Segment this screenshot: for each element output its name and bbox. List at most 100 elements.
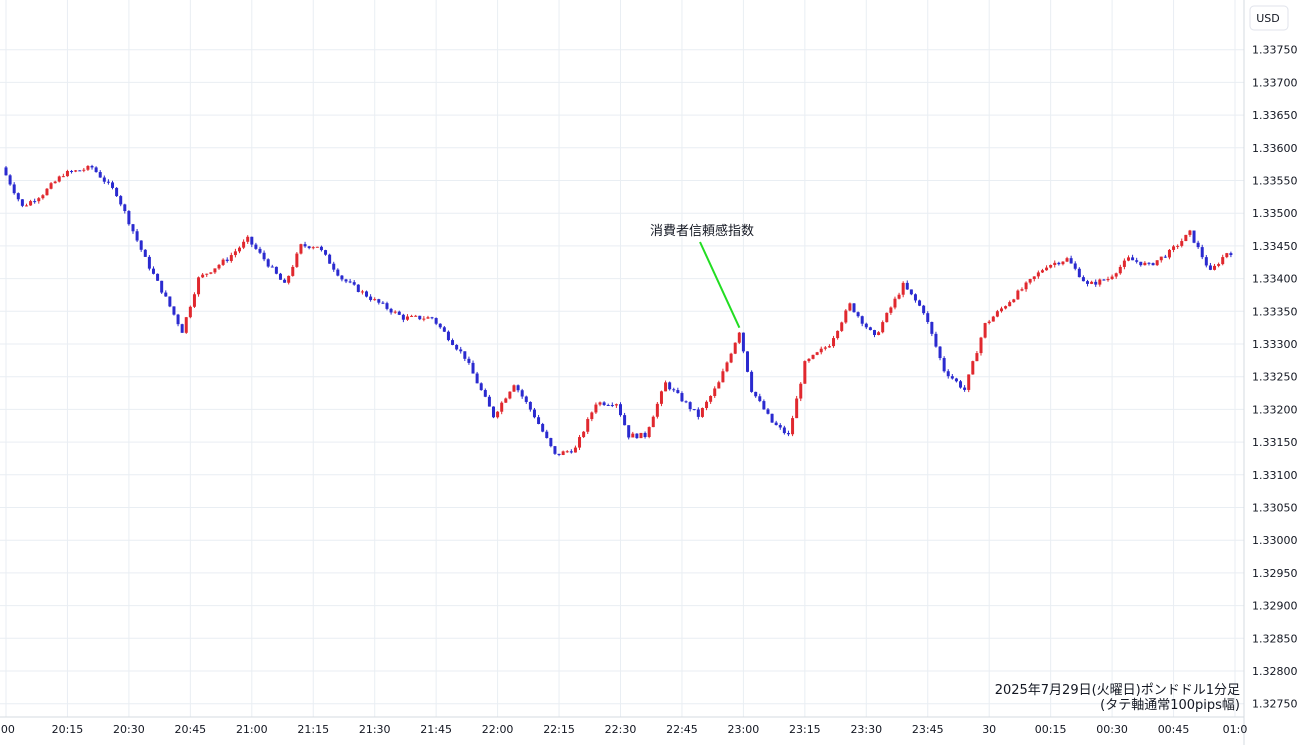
candle — [119, 195, 123, 207]
candle — [360, 289, 364, 295]
x-tick-label: 23:30 — [850, 723, 882, 736]
candle — [774, 420, 778, 426]
x-tick-label: 22:15 — [543, 723, 575, 736]
candle — [1122, 258, 1126, 270]
candle — [864, 322, 868, 330]
candle — [29, 199, 33, 206]
candle — [463, 351, 467, 362]
time-axis[interactable]: :00 20:15 20:30 20:45 21:00 21:15 21:30 21:45 22… — [0, 723, 1247, 736]
candle — [1004, 305, 1008, 310]
candle — [82, 167, 86, 173]
candle — [147, 255, 151, 271]
candle — [963, 385, 967, 392]
candle — [1053, 260, 1057, 268]
candle — [295, 252, 299, 268]
candle — [332, 261, 336, 272]
candle — [979, 336, 983, 356]
candle — [20, 199, 24, 208]
candle — [827, 344, 831, 348]
x-tick-label: 21:30 — [359, 723, 391, 736]
candle — [766, 408, 770, 415]
candle — [532, 407, 536, 419]
candle — [438, 323, 442, 329]
candle — [307, 245, 311, 250]
candle — [717, 380, 721, 389]
candle — [852, 303, 856, 313]
candle — [500, 401, 504, 415]
candle — [1012, 298, 1016, 303]
candle — [250, 236, 254, 248]
candle — [680, 391, 684, 403]
horizontal-grid — [0, 49, 1244, 705]
candle — [201, 272, 205, 279]
x-tick-label: 21:45 — [420, 723, 452, 736]
candle — [65, 169, 69, 177]
candle — [1114, 272, 1118, 279]
candle — [606, 403, 610, 406]
candle — [1098, 278, 1102, 287]
y-tick-label: 1.32750 — [1252, 698, 1298, 711]
candle — [348, 278, 352, 284]
candle — [1028, 278, 1032, 285]
annotation-pointer-line — [699, 241, 741, 329]
candle — [1102, 278, 1106, 281]
candle — [709, 395, 713, 404]
candle — [315, 246, 319, 248]
candle — [950, 374, 954, 380]
candle — [401, 313, 405, 323]
candle — [729, 352, 733, 364]
candle — [754, 391, 758, 398]
candle — [745, 351, 749, 373]
x-tick-label: 20:15 — [52, 723, 84, 736]
candle — [299, 243, 303, 255]
candle — [758, 393, 762, 403]
candle — [410, 314, 414, 317]
candle — [377, 298, 381, 305]
y-tick-label: 1.32800 — [1252, 665, 1298, 678]
candle — [1008, 300, 1012, 307]
candle — [934, 331, 938, 348]
price-axis[interactable]: 1.33750 1.33700 1.33650 1.33600 1.33550 1.335… — [1252, 44, 1298, 711]
candle — [365, 290, 369, 298]
y-tick-label: 1.32950 — [1252, 567, 1298, 580]
candle — [651, 415, 655, 428]
candle — [487, 394, 491, 407]
candle — [520, 388, 524, 399]
candle — [283, 278, 287, 283]
candle — [1065, 256, 1069, 263]
candle — [1217, 262, 1221, 268]
candle — [705, 400, 709, 411]
candle — [278, 272, 282, 280]
candle — [254, 242, 258, 250]
candle — [16, 192, 20, 202]
candle — [733, 342, 737, 355]
caption-line-2: (タテ軸通常100pips幅) — [1100, 698, 1240, 713]
candle — [455, 344, 459, 351]
candle — [655, 401, 659, 419]
candle — [270, 264, 274, 268]
candle — [762, 399, 766, 410]
candle — [205, 273, 209, 277]
candle — [233, 248, 237, 258]
y-tick-label: 1.33050 — [1252, 502, 1298, 515]
candle — [229, 252, 233, 263]
candle — [561, 450, 565, 456]
candle — [1159, 256, 1163, 263]
candle — [479, 382, 483, 391]
candle — [1016, 289, 1020, 300]
currency-label: USD — [1256, 12, 1280, 25]
candle — [262, 250, 266, 262]
caption-line-1: 2025年7月29日(火曜日)ポンドドル1分足 — [995, 683, 1240, 698]
candle — [106, 179, 110, 185]
candle — [549, 437, 553, 448]
candle — [221, 258, 225, 267]
candle — [33, 198, 37, 204]
candle — [319, 245, 323, 252]
candle — [598, 401, 602, 407]
currency-button[interactable]: USD — [1249, 5, 1289, 31]
candle — [242, 239, 246, 250]
candle — [492, 406, 496, 419]
candle — [922, 304, 926, 315]
candle — [696, 407, 700, 420]
